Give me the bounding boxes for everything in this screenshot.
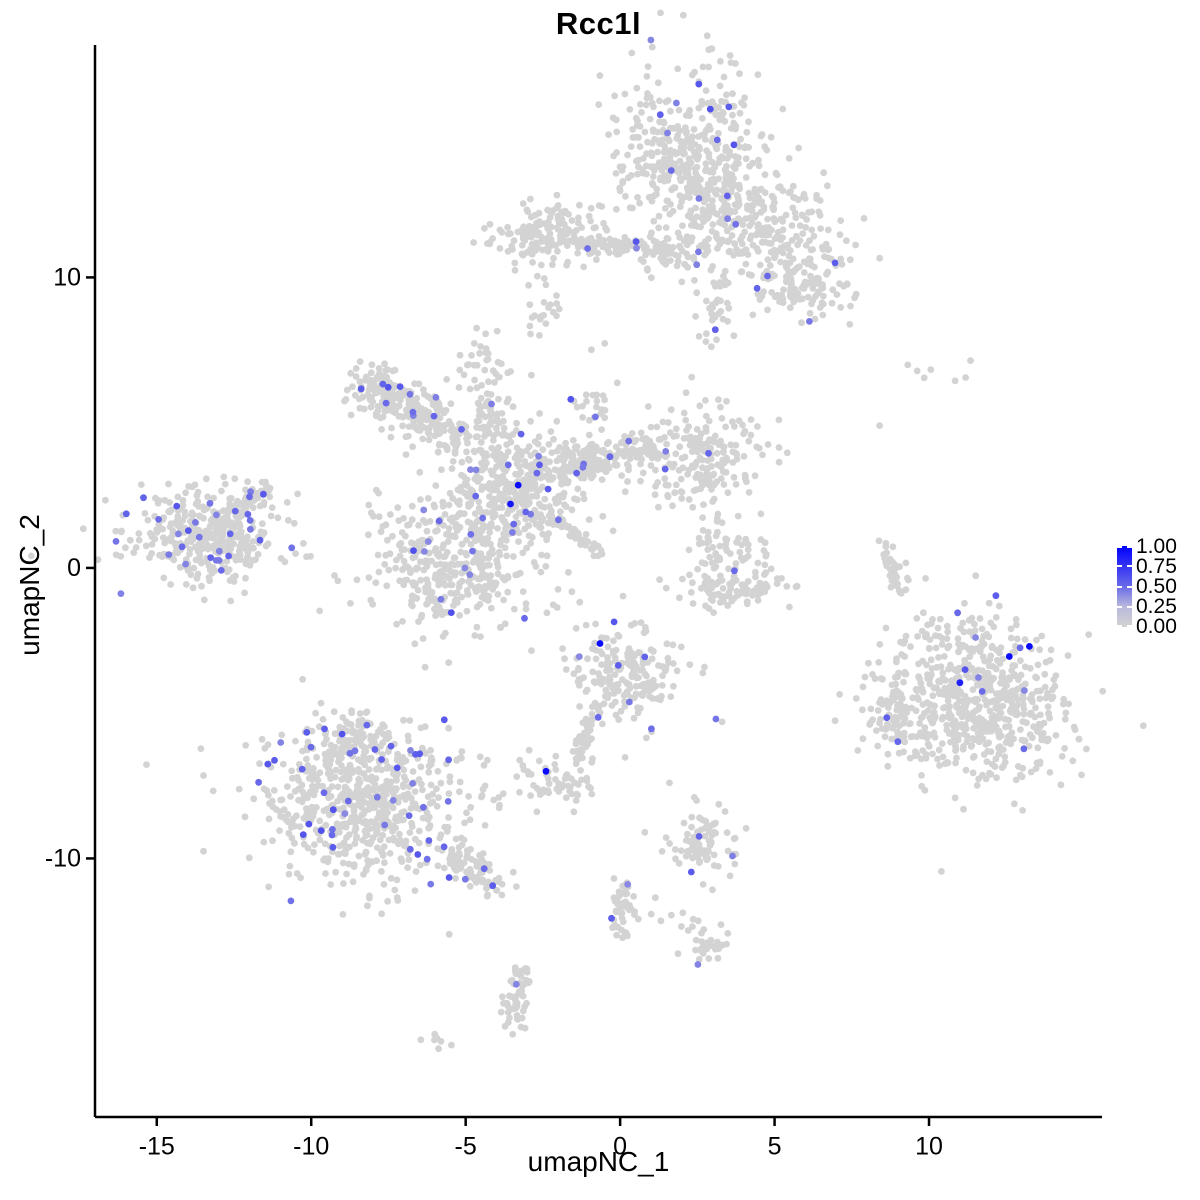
axes-layer: -15 -10 -5 0 5 10 10 0 -10 (45, 45, 1102, 1161)
y-tick-label: -10 (45, 844, 81, 872)
legend-bar-tick (1127, 605, 1132, 608)
legend-bar-tick (1117, 565, 1122, 568)
legend-bar-tick (1117, 585, 1122, 588)
x-tick-label: 10 (915, 1133, 943, 1161)
grey-points-layer (27, 9, 1147, 1053)
legend-labels: 1.00 0.75 0.50 0.25 0.00 (1136, 536, 1196, 638)
legend-tick-label: 0.25 (1136, 595, 1177, 618)
legend-tick-label: 0.50 (1136, 575, 1177, 598)
legend-tick-label: 0.75 (1136, 555, 1177, 578)
color-legend: 1.00 0.75 0.50 0.25 0.00 (1113, 536, 1198, 638)
x-tick-label: -10 (293, 1133, 329, 1161)
legend-bar-tick (1117, 625, 1122, 627)
legend-bar-tick (1117, 546, 1122, 548)
expressing-points-layer (112, 36, 1033, 988)
x-tick-label: -5 (455, 1133, 477, 1161)
y-tick-label: 0 (67, 554, 81, 582)
legend-bar-tick (1127, 546, 1132, 548)
x-tick-label: 0 (613, 1133, 627, 1161)
x-tick-label: -15 (139, 1133, 175, 1161)
y-tick-label: 10 (53, 263, 81, 291)
legend-gradient-bar (1117, 546, 1132, 627)
x-tick-label: 5 (768, 1133, 782, 1161)
x-axis-label: umapNC_1 (527, 1146, 670, 1177)
legend-bar-tick (1127, 565, 1132, 568)
legend-tick-label: 0.00 (1136, 615, 1177, 638)
legend-tick-label: 1.00 (1136, 535, 1177, 558)
legend-bar-tick (1127, 625, 1132, 627)
y-axis-label: umapNC_2 (14, 514, 45, 656)
legend-bar-tick (1117, 605, 1122, 608)
plot-title: Rcc1l (555, 6, 642, 41)
legend-bar-tick (1127, 585, 1132, 588)
